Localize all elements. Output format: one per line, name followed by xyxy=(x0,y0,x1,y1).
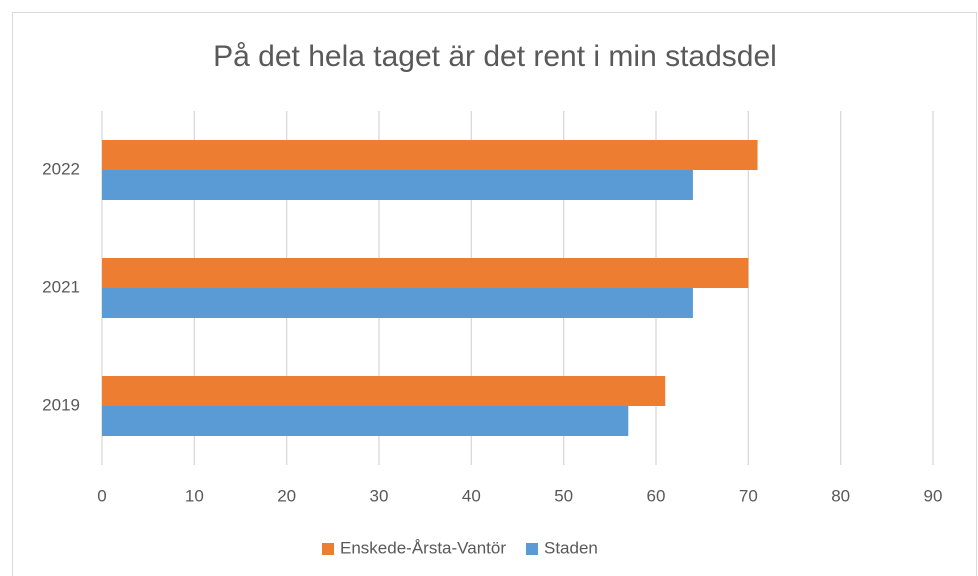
x-tick-label: 80 xyxy=(831,486,850,505)
bar xyxy=(102,406,629,436)
x-tick-label: 10 xyxy=(185,486,204,505)
bar xyxy=(102,170,693,200)
legend-swatch xyxy=(322,543,334,555)
x-tick-label: 60 xyxy=(647,486,666,505)
bar xyxy=(102,288,693,318)
x-tick-label: 50 xyxy=(554,486,573,505)
bar xyxy=(102,258,749,288)
x-tick-label: 40 xyxy=(462,486,481,505)
chart-title: På det hela taget är det rent i min stad… xyxy=(213,40,777,73)
legend-swatch xyxy=(525,543,538,555)
y-tick-label: 2022 xyxy=(42,159,80,178)
y-tick-label: 2021 xyxy=(42,277,80,296)
y-tick-label: 2019 xyxy=(42,395,80,414)
x-tick-label: 20 xyxy=(277,486,296,505)
bar xyxy=(102,140,758,170)
bar xyxy=(102,376,666,406)
legend-label: Enskede-Årsta-Vantör xyxy=(340,538,506,557)
x-tick-label: 90 xyxy=(924,486,943,505)
legend-label: Staden xyxy=(544,538,598,557)
x-tick-label: 70 xyxy=(739,486,758,505)
x-tick-label: 30 xyxy=(370,486,389,505)
x-tick-label: 0 xyxy=(97,486,106,505)
